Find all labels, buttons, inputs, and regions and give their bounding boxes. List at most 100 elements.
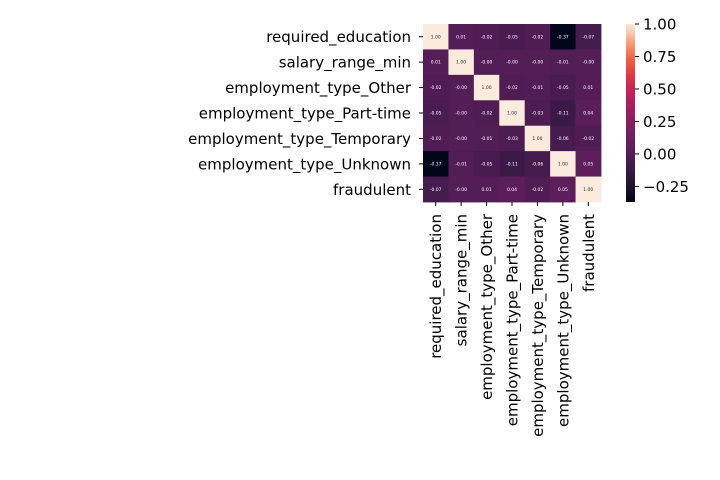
heatmap-cell	[499, 176, 526, 203]
heatmap-cell	[524, 74, 551, 101]
cell-value-label: -0.11	[506, 161, 518, 167]
heatmap-cell	[448, 49, 475, 76]
heatmap-cell	[499, 151, 526, 177]
cell-value-label: -0.05	[481, 161, 493, 167]
x-tick-label: employment_type_Unknown	[554, 214, 573, 427]
heatmap-cell	[473, 49, 500, 76]
cell-value-label: -0.00	[532, 60, 544, 66]
cell-value-label: -0.01	[532, 85, 544, 91]
cell-value-label: -0.02	[430, 85, 442, 91]
y-tick-label: employment_type_Other	[225, 79, 412, 98]
cell-value-label: -0.06	[532, 161, 544, 167]
y-tick-label: salary_range_min	[279, 54, 411, 73]
heatmap-cell	[575, 74, 602, 101]
heatmap-cell	[499, 49, 526, 76]
colorbar-tick-label: 0.50	[643, 80, 676, 98]
heatmap-cell	[524, 100, 551, 127]
heatmap-cell	[550, 100, 576, 127]
x-tick-label: required_education	[427, 214, 446, 359]
x-tick-label: employment_type_Temporary	[529, 214, 548, 437]
heatmap-cell	[448, 176, 475, 203]
cell-value-label: -0.01	[557, 60, 569, 66]
cell-value-label: 1.00	[507, 111, 517, 117]
cell-value-label: 0.01	[431, 60, 441, 66]
heatmap-cell	[499, 74, 526, 101]
heatmap-cell	[473, 100, 500, 127]
cell-value-label: 0.04	[583, 111, 593, 117]
cell-value-label: 0.01	[583, 85, 593, 91]
heatmap-cell	[550, 74, 576, 101]
x-tick-label: fraudulent	[580, 214, 598, 292]
x-tick-label: employment_type_Other	[478, 213, 497, 400]
cell-value-label: -0.00	[455, 136, 467, 142]
cell-value-label: 1.00	[431, 34, 441, 40]
cell-value-label: 0.01	[482, 187, 492, 193]
cell-value-label: -0.02	[506, 85, 518, 91]
cell-value-label: -0.00	[455, 111, 467, 117]
cell-value-label: -0.02	[532, 187, 544, 193]
heatmap-cell	[448, 24, 475, 50]
cell-value-label: -0.02	[532, 34, 544, 40]
cell-value-label: -0.11	[557, 111, 569, 117]
cell-value-label: 1.00	[558, 161, 568, 167]
heatmap-cell	[575, 176, 602, 203]
x-tick-label: employment_type_Part-time	[504, 214, 523, 426]
heatmap-cell	[550, 24, 576, 50]
colorbar-tick-label: 0.25	[643, 113, 676, 131]
cell-value-label: -0.02	[582, 136, 594, 142]
colorbar	[626, 24, 635, 202]
heatmap-cell	[473, 176, 500, 203]
cell-value-label: -0.00	[455, 187, 467, 193]
cell-value-label: 0.05	[583, 161, 593, 167]
heatmap-cell	[423, 100, 449, 127]
cell-value-label: 0.05	[558, 187, 568, 193]
cell-value-label: -0.02	[481, 111, 493, 117]
cell-value-label: -0.03	[506, 136, 518, 142]
heatmap-cell	[423, 125, 449, 152]
heatmap-cell	[575, 24, 602, 50]
heatmap-cell	[423, 74, 449, 101]
cell-value-label: 1.00	[583, 187, 593, 193]
heatmap-cell	[473, 74, 500, 101]
heatmap-cell	[499, 24, 526, 50]
heatmap-cell	[524, 24, 551, 50]
cell-value-label: 1.00	[456, 60, 466, 66]
heatmap-cell	[524, 176, 551, 203]
heatmap-cell	[550, 151, 576, 177]
y-tick-label: employment_type_Part-time	[199, 105, 411, 124]
heatmap-cell	[575, 125, 602, 152]
heatmap-cell	[423, 151, 449, 177]
cell-value-label: -0.02	[481, 34, 493, 40]
cell-value-label: -0.06	[557, 136, 569, 142]
cell-value-label: 0.04	[507, 187, 517, 193]
heatmap-cell	[550, 125, 576, 152]
cell-value-label: -0.00	[455, 85, 467, 91]
cell-value-label: -0.03	[532, 111, 544, 117]
colorbar-tick-label: 0.75	[643, 48, 676, 66]
heatmap-cell	[524, 49, 551, 76]
cell-value-label: -0.01	[481, 136, 493, 142]
colorbar-tick-label: −0.25	[643, 178, 689, 196]
heatmap-cells	[423, 24, 602, 203]
y-tick-label: fraudulent	[333, 181, 411, 199]
y-tick-label: required_education	[266, 28, 411, 47]
heatmap-cell	[575, 49, 602, 76]
colorbar-tick-label: 1.00	[643, 16, 676, 34]
heatmap-cell	[575, 100, 602, 127]
cell-value-label: -0.05	[506, 34, 518, 40]
cell-value-label: -0.00	[506, 60, 518, 66]
y-tick-label: employment_type_Unknown	[198, 155, 411, 174]
cell-value-label: -0.00	[582, 60, 594, 66]
heatmap-cell	[524, 125, 551, 152]
cell-value-label: -0.37	[557, 34, 569, 40]
cell-value-label: -0.01	[455, 161, 467, 167]
cell-value-label: 1.00	[532, 136, 542, 142]
cell-value-label: -0.37	[430, 161, 442, 167]
y-axis-ticks: required_education salary_range_minemploy…	[188, 28, 423, 199]
heatmap-cell	[448, 100, 475, 127]
heatmap-cell	[423, 176, 449, 203]
heatmap-cell	[550, 49, 576, 76]
heatmap-cell	[473, 151, 500, 177]
heatmap-cell	[550, 176, 576, 203]
